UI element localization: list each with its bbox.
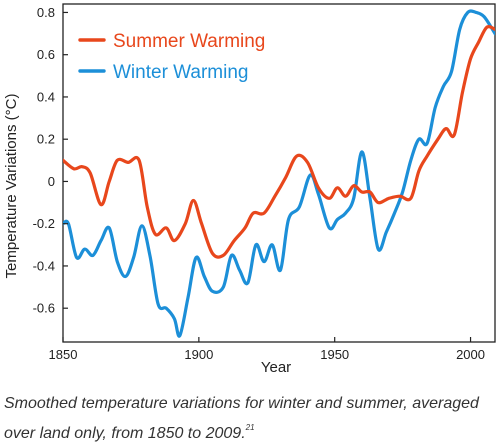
x-tick-label: 1950 (320, 347, 349, 362)
y-tick-label: 0 (48, 174, 55, 189)
legend-label-winter: Winter Warming (113, 62, 248, 83)
y-tick-label: 0.4 (37, 89, 55, 104)
summer-warming-line (63, 25, 495, 259)
series-layer (63, 9, 495, 338)
plot-frame (62, 3, 496, 343)
plot-border (62, 3, 496, 343)
x-tick-label: 1850 (49, 347, 78, 362)
y-tick-label: 0.8 (37, 5, 55, 20)
y-axis-label: Temperature Variations (°C) (3, 94, 20, 279)
caption-text: Smoothed temperature variations for wint… (4, 395, 479, 442)
x-tick-label: 1900 (184, 347, 213, 362)
caption-reference: 21 (245, 423, 255, 432)
x-axis-label: Year (261, 359, 291, 376)
y-tick-label: 0.6 (37, 47, 55, 62)
figure-caption: Smoothed temperature variations for wint… (4, 392, 496, 446)
y-tick-label: -0.6 (33, 301, 55, 316)
y-tick-label: 0.2 (37, 132, 55, 147)
legend: Summer Warming Winter Warming (78, 31, 265, 83)
winter-warming-line (63, 9, 495, 338)
ticks-layer: -0.6 -0.4 -0.2 0 0.2 0.4 0.6 0.8 1850 1900 1950 200… (33, 5, 485, 362)
temperature-chart: -0.6 -0.4 -0.2 0 0.2 0.4 0.6 0.8 1850 1900 1950 200… (3, 3, 496, 376)
legend-label-summer: Summer Warming (113, 31, 265, 52)
y-tick-label: -0.2 (33, 216, 55, 231)
x-tick-label: 2000 (456, 347, 485, 362)
y-tick-label: -0.4 (33, 258, 55, 273)
